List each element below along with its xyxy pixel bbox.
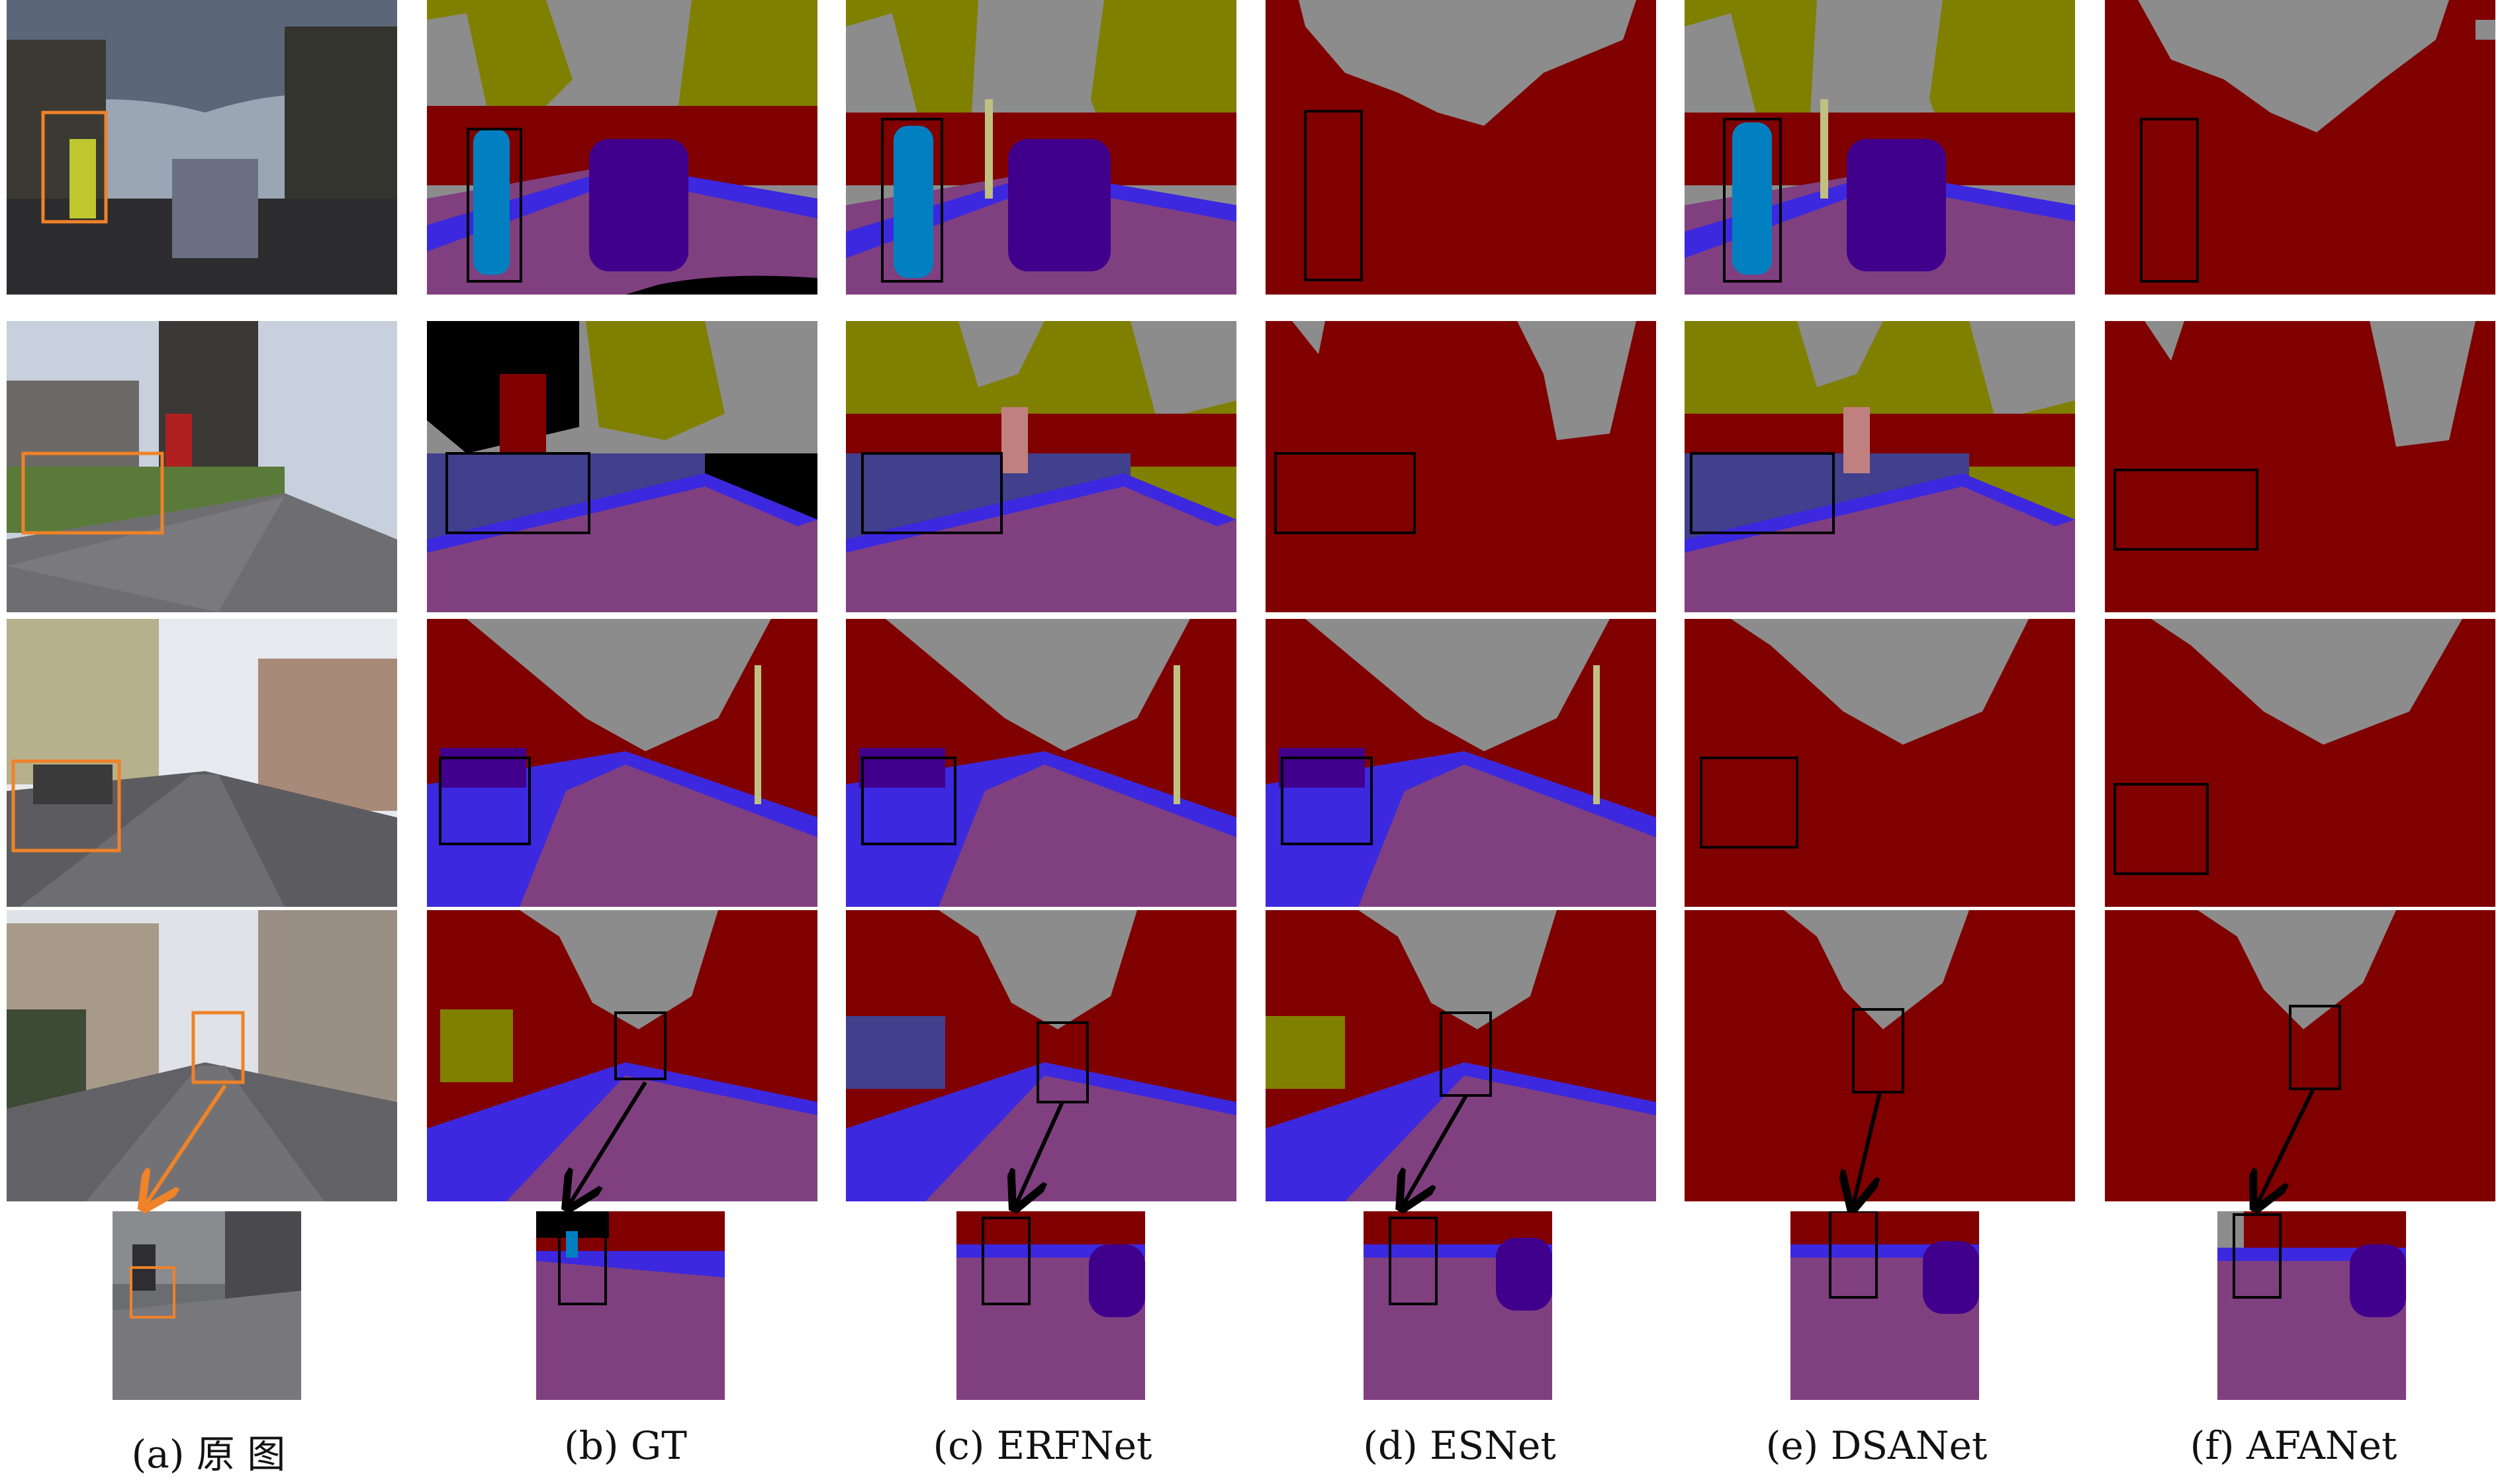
esnet-row-2	[1266, 321, 1656, 612]
result-box	[861, 757, 956, 845]
result-box	[861, 452, 1003, 534]
gt-row-3	[427, 619, 817, 907]
gt-zoom-crop	[536, 1211, 725, 1400]
erfnet-row-3	[846, 619, 1236, 907]
caption-original: (a) 原 图	[131, 1432, 286, 1477]
afanet-row-4	[2105, 910, 2495, 1201]
afanet-row-3	[2105, 619, 2495, 907]
gt-row-1	[427, 0, 817, 295]
esnet-row-1	[1266, 0, 1656, 295]
highlight-box	[11, 759, 121, 853]
result-box	[881, 118, 943, 283]
caption-gt: (b) GT	[564, 1423, 687, 1468]
result-box	[1274, 452, 1416, 534]
result-box	[467, 128, 522, 283]
erfnet-row-2	[846, 321, 1236, 612]
original-zoom-crop	[113, 1211, 301, 1400]
original-image-row-1	[7, 0, 397, 295]
esnet-row-3	[1266, 619, 1656, 907]
dsanet-row-4	[1685, 910, 2075, 1201]
caption-esnet: (d) ESNet	[1363, 1423, 1556, 1468]
result-box	[614, 1011, 667, 1080]
gt-row-2	[427, 321, 817, 612]
original-image-row-2	[7, 321, 397, 612]
afanet-row-1	[2105, 0, 2495, 295]
dsanet-row-2	[1685, 321, 2075, 612]
erfnet-row-1	[846, 0, 1236, 295]
erfnet-zoom-crop	[956, 1211, 1145, 1400]
dsanet-row-1	[1685, 0, 2075, 295]
result-box	[1829, 1211, 1878, 1299]
dsanet-zoom-crop	[1790, 1211, 1979, 1400]
result-box	[2113, 469, 2258, 551]
result-box	[2140, 118, 2199, 283]
esnet-row-4	[1266, 910, 1656, 1201]
highlight-box	[191, 1011, 245, 1084]
caption-dsanet: (e) DSANet	[1765, 1423, 1988, 1468]
highlight-box	[41, 111, 108, 224]
result-box	[1281, 757, 1373, 845]
afanet-row-2	[2105, 321, 2495, 612]
result-box	[439, 757, 531, 845]
result-box	[1304, 110, 1363, 281]
erfnet-row-4	[846, 910, 1236, 1201]
highlight-box	[21, 451, 164, 535]
result-box	[558, 1227, 607, 1305]
result-box	[1723, 118, 1782, 283]
highlight-box	[130, 1266, 175, 1319]
gt-row-4	[427, 910, 817, 1201]
original-image-row-3	[7, 619, 397, 907]
dsanet-row-3	[1685, 619, 2075, 907]
result-box	[1700, 757, 1798, 849]
original-image-row-4	[7, 910, 397, 1201]
afanet-zoom-crop	[2217, 1211, 2406, 1400]
caption-erfnet: (c) ERFNet	[933, 1423, 1152, 1468]
result-box	[2113, 783, 2209, 875]
esnet-zoom-crop	[1364, 1211, 1552, 1400]
result-box	[1690, 452, 1835, 534]
result-box	[982, 1217, 1031, 1305]
caption-afanet: (f) AFANet	[2190, 1423, 2397, 1468]
result-box	[445, 452, 590, 534]
